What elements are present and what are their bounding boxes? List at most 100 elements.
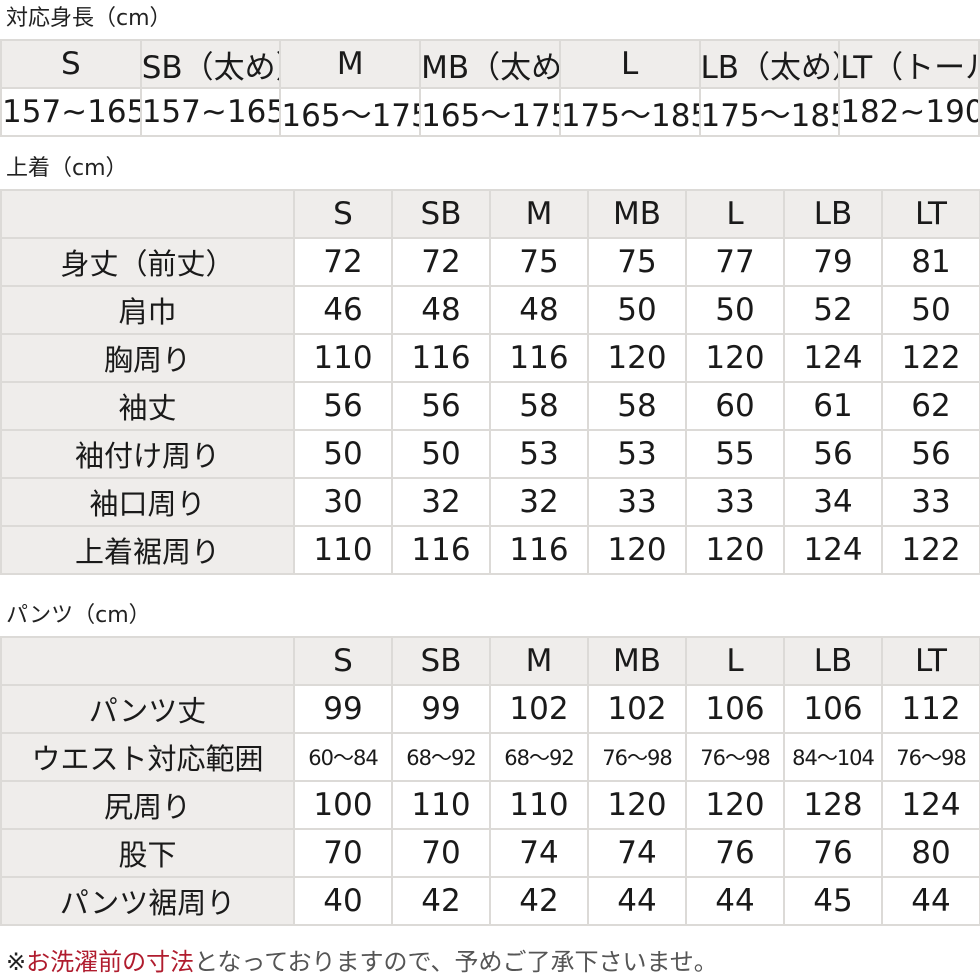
row-label: 袖丈 [0, 381, 295, 431]
top-size-table: S SB M MB L LB LT 身丈（前丈） 72 72 75 75 77 79 81 肩巾 46 48 48 5… [0, 189, 980, 575]
row-label: 袖口周り [0, 477, 295, 527]
measurement-value: 68～92 [391, 732, 491, 782]
height-value: 157~165 [139, 87, 282, 137]
measurement-value: 53 [587, 429, 687, 479]
size-header: S [293, 636, 393, 686]
row-label: 上着裾周り [0, 525, 295, 575]
measurement-value: 120 [685, 525, 785, 575]
measurement-value: 74 [587, 828, 687, 878]
size-header: LB（太め） [698, 39, 841, 89]
measurement-value: 72 [293, 237, 393, 287]
height-value: 182~190 [838, 87, 980, 137]
measurement-value: 33 [881, 477, 980, 527]
measurement-value: 42 [391, 876, 491, 926]
measurement-value: 116 [391, 333, 491, 383]
measurement-value: 110 [391, 780, 491, 830]
size-header: L [685, 189, 785, 239]
measurement-value: 60 [685, 381, 785, 431]
row-label: パンツ裾周り [0, 876, 295, 926]
pants-table-title: パンツ（cm） [6, 603, 151, 628]
measurement-value: 99 [293, 684, 393, 734]
measurement-value: 75 [489, 237, 589, 287]
measurement-value: 32 [391, 477, 491, 527]
table-row: 胸周り 110 116 116 120 120 124 122 [0, 333, 980, 383]
measurement-value: 110 [293, 333, 393, 383]
note-mark: ※ [6, 948, 27, 976]
row-label: 股下 [0, 828, 295, 878]
size-header: LT [881, 189, 980, 239]
measurement-value: 106 [685, 684, 785, 734]
empty-corner-cell [0, 636, 295, 686]
measurement-value: 46 [293, 285, 393, 335]
table-row: 身丈（前丈） 72 72 75 75 77 79 81 [0, 237, 980, 287]
size-header: M [279, 39, 422, 89]
measurement-value: 76 [685, 828, 785, 878]
table-row: 上着裾周り 110 116 116 120 120 124 122 [0, 525, 980, 575]
measurement-value: 120 [587, 333, 687, 383]
measurement-value: 44 [587, 876, 687, 926]
measurement-value: 56 [293, 381, 393, 431]
table-row: ウエスト対応範囲 60～84 68～92 68～92 76～98 76～98 84～104 7… [0, 732, 980, 782]
measurement-value: 99 [391, 684, 491, 734]
measurement-value: 45 [783, 876, 883, 926]
measurement-value: 30 [293, 477, 393, 527]
table-row: パンツ裾周り 40 42 42 44 44 45 44 [0, 876, 980, 926]
measurement-value: 79 [783, 237, 883, 287]
table-row: 袖付け周り 50 50 53 53 55 56 56 [0, 429, 980, 479]
measurement-value: 55 [685, 429, 785, 479]
measurement-value: 40 [293, 876, 393, 926]
measurement-value: 102 [489, 684, 589, 734]
measurement-value: 70 [293, 828, 393, 878]
size-header: L [685, 636, 785, 686]
footnote: ※お洗濯前の寸法となっておりますので、予めご了承下さいませ。 [6, 946, 718, 978]
measurement-value: 76～98 [685, 732, 785, 782]
measurement-value: 74 [489, 828, 589, 878]
measurement-value: 116 [391, 525, 491, 575]
measurement-value: 70 [391, 828, 491, 878]
table-row: 股下 70 70 74 74 76 76 80 [0, 828, 980, 878]
size-header: M [489, 636, 589, 686]
size-header: LB [783, 636, 883, 686]
header-row: S SB M MB L LB LT [0, 189, 980, 239]
size-header: LB [783, 189, 883, 239]
measurement-value: 76～98 [587, 732, 687, 782]
size-header: L [558, 39, 701, 89]
pants-size-table: S SB M MB L LB LT パンツ丈 99 99 102 102 106 106 112 ウエスト対応… [0, 636, 980, 926]
measurement-value: 128 [783, 780, 883, 830]
measurement-value: 50 [391, 429, 491, 479]
measurement-value: 124 [783, 525, 883, 575]
measurement-value: 58 [587, 381, 687, 431]
header-row: S SB M MB L LB LT [0, 636, 980, 686]
top-table-title: 上着（cm） [6, 156, 128, 181]
measurement-value: 100 [293, 780, 393, 830]
measurement-value: 81 [881, 237, 980, 287]
measurement-value: 56 [881, 429, 980, 479]
measurement-value: 68～92 [489, 732, 589, 782]
measurement-value: 72 [391, 237, 491, 287]
height-table: SSB（太め）MMB（太め）LLB（太め）LT（トール） 157~165157~… [0, 39, 980, 137]
measurement-value: 50 [293, 429, 393, 479]
measurement-value: 33 [587, 477, 687, 527]
row-label: 袖付け周り [0, 429, 295, 479]
measurement-value: 120 [685, 333, 785, 383]
measurement-value: 48 [391, 285, 491, 335]
size-header: SB [391, 189, 491, 239]
measurement-value: 34 [783, 477, 883, 527]
measurement-value: 50 [587, 285, 687, 335]
size-header: M [489, 189, 589, 239]
measurement-value: 122 [881, 333, 980, 383]
height-value: 157~165 [0, 87, 142, 137]
measurement-value: 50 [685, 285, 785, 335]
measurement-value: 120 [587, 780, 687, 830]
row-label: 尻周り [0, 780, 295, 830]
row-label: 身丈（前丈） [0, 237, 295, 287]
measurement-value: 56 [783, 429, 883, 479]
measurement-value: 102 [587, 684, 687, 734]
size-header: MB（太め） [419, 39, 561, 89]
size-header: MB [587, 189, 687, 239]
row-label: 肩巾 [0, 285, 295, 335]
measurement-value: 56 [391, 381, 491, 431]
measurement-value: 48 [489, 285, 589, 335]
measurement-value: 42 [489, 876, 589, 926]
measurement-value: 124 [881, 780, 980, 830]
